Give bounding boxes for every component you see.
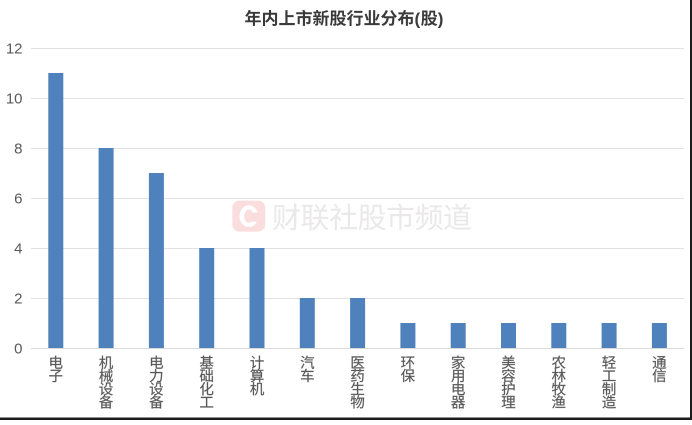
svg-text:(: ( <box>415 9 421 28</box>
svg-text:): ) <box>438 9 444 28</box>
svg-text:2: 2 <box>14 290 22 307</box>
svg-text:6: 6 <box>14 190 22 207</box>
svg-text:12: 12 <box>6 40 23 57</box>
svg-text:4: 4 <box>14 240 22 257</box>
svg-text:8: 8 <box>14 140 22 157</box>
svg-text:10: 10 <box>6 90 23 107</box>
svg-text:0: 0 <box>14 340 22 357</box>
